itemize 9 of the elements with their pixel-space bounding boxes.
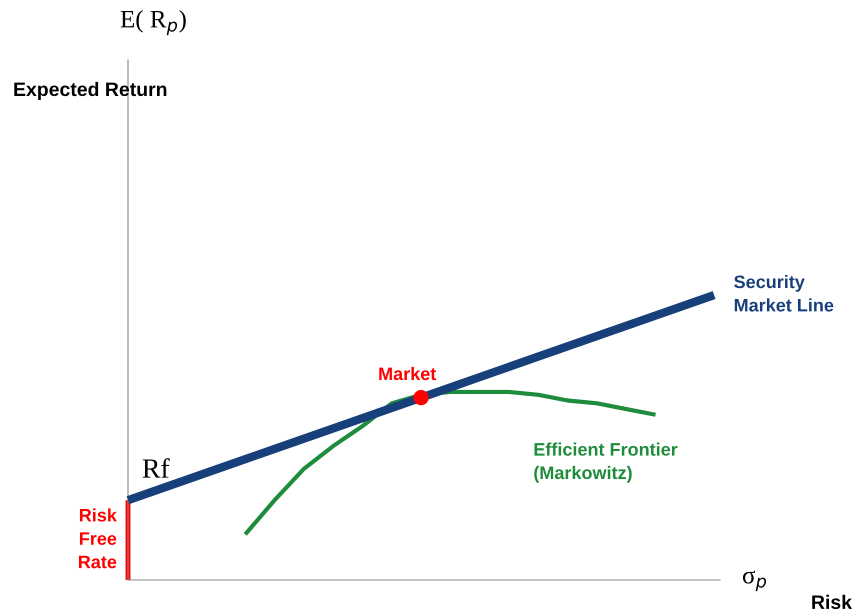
text: Expected Return: [14, 82, 166, 100]
series-label: Market: [379, 366, 436, 380]
series-label: Security Market Line: [734, 274, 834, 312]
text: E( R$_{p}$): [120, 10, 186, 36]
text: σ$_{p}$: [742, 570, 766, 592]
annotation: Rf: [142, 458, 170, 478]
text: Risk Free Rate: [78, 508, 117, 568]
series-label: Efficient Frontier (Markowitz): [534, 442, 678, 483]
x-axis-title: Risk: [812, 594, 852, 610]
